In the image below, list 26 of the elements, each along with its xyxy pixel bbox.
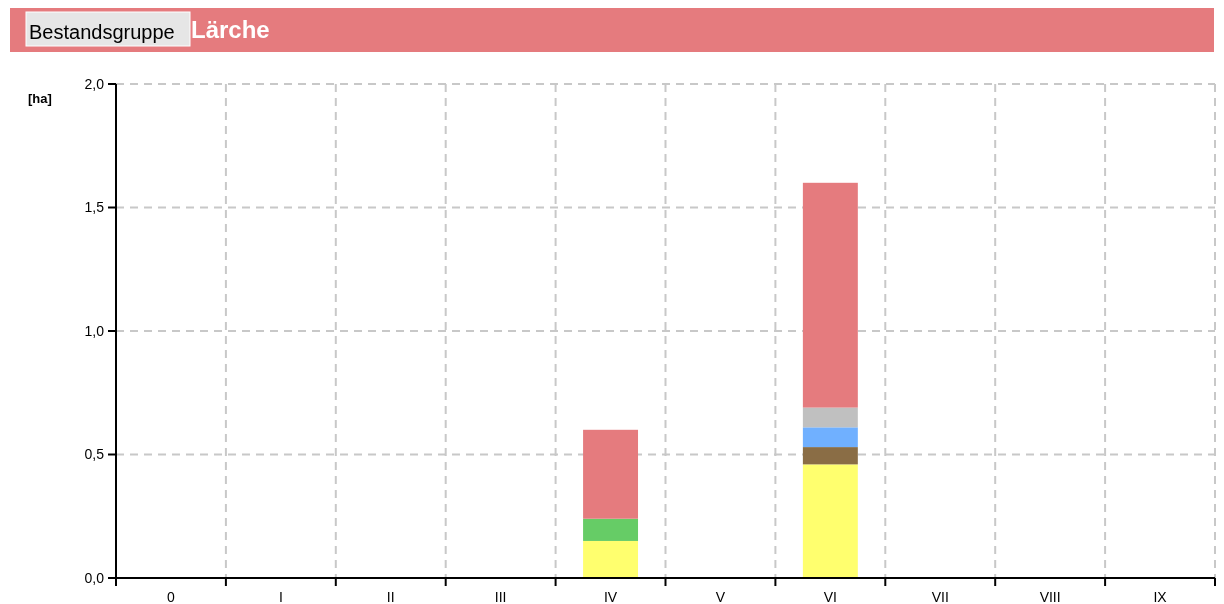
x-tick-label: V (715, 589, 726, 604)
x-tick-label: VI (823, 589, 837, 604)
bar (802, 447, 858, 465)
y-tick-label: 2,0 (84, 75, 105, 92)
bar (583, 540, 639, 578)
y-tick-label: 0,5 (84, 446, 105, 463)
bar (802, 407, 858, 428)
x-tick-label: I (278, 589, 283, 604)
y-tick-label: 1,0 (84, 322, 105, 339)
x-tick-label: III (494, 589, 507, 604)
y-axis-title: [ha] (28, 91, 52, 106)
y-tick-label: 0,0 (84, 569, 105, 586)
x-tick-label: IV (603, 589, 618, 604)
chart-title: Lärche (191, 16, 270, 43)
bar (802, 427, 858, 448)
text: Bestandsgruppe (29, 21, 175, 43)
y-tick-label: 1,5 (84, 199, 105, 216)
x-tick-label: VIII (1039, 589, 1061, 604)
bar (802, 182, 858, 408)
bar (802, 464, 858, 578)
x-tick-label: II (386, 589, 395, 604)
x-tick-label: VII (931, 589, 949, 604)
x-tick-label: 0 (167, 589, 176, 604)
x-tick-label: IX (1153, 589, 1168, 604)
bar (583, 429, 639, 519)
bar (583, 518, 639, 541)
